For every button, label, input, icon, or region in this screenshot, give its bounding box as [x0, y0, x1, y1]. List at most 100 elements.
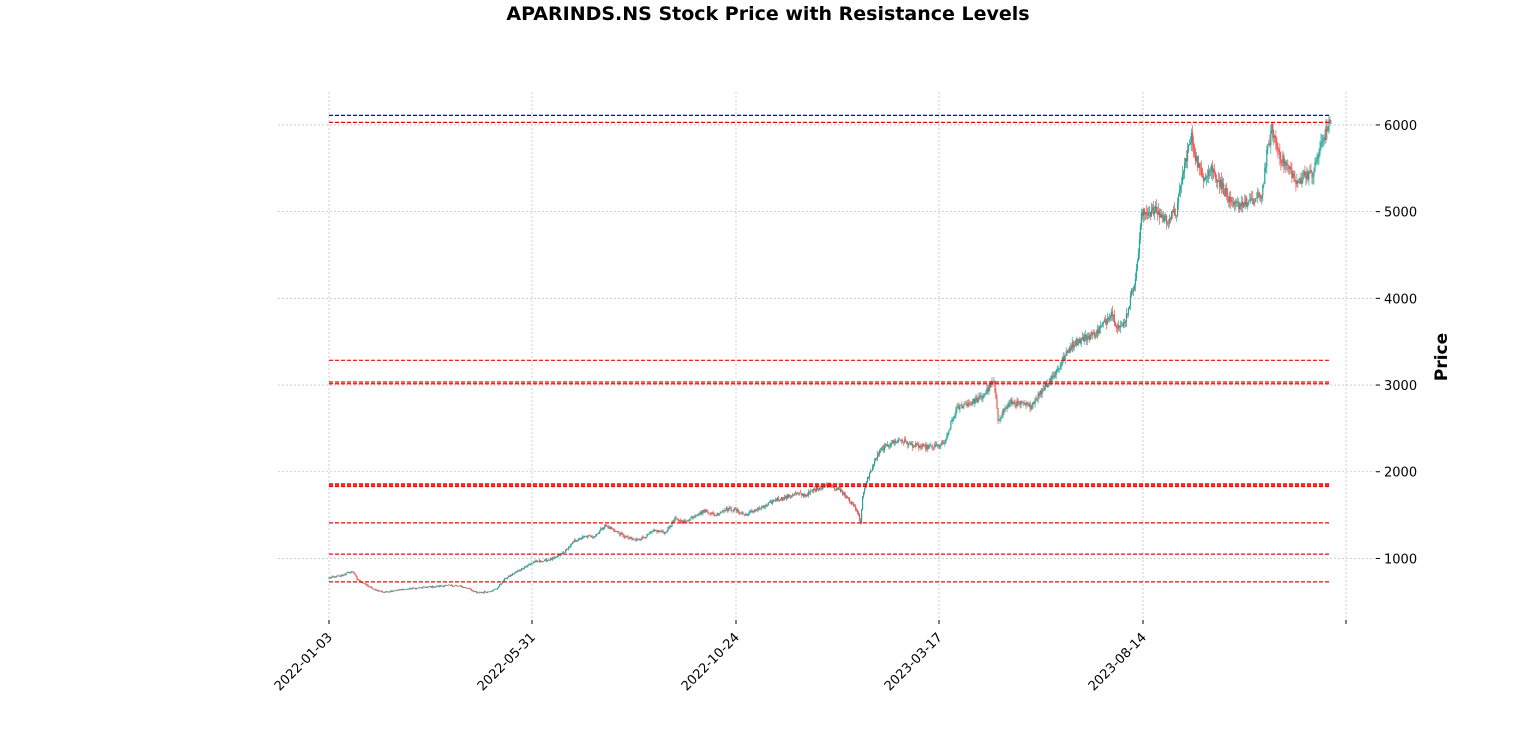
candle-body	[580, 538, 582, 540]
candle-body	[1027, 403, 1029, 405]
candle-body	[509, 575, 512, 577]
candle-body	[824, 484, 827, 486]
candle-body	[983, 395, 985, 397]
candle-body	[582, 536, 584, 539]
candle	[479, 591, 482, 594]
candle	[861, 495, 864, 511]
candle-body	[835, 489, 838, 491]
candle-body	[1303, 171, 1305, 178]
candle	[391, 589, 393, 593]
candle-body	[1219, 180, 1221, 188]
candle-body	[1287, 164, 1289, 166]
candle-body	[794, 493, 796, 494]
candle-body	[943, 442, 945, 444]
candle	[769, 499, 771, 503]
candle-body	[766, 504, 768, 506]
candle-body	[717, 512, 719, 515]
candle-body	[579, 538, 581, 539]
candle-body	[389, 591, 391, 593]
candle-body	[1012, 401, 1014, 405]
candle	[1201, 160, 1203, 177]
candle	[921, 443, 923, 451]
candle	[1195, 151, 1198, 164]
candle	[355, 574, 357, 577]
candle-body	[502, 580, 505, 582]
candle-body	[1288, 165, 1290, 169]
candle-body	[814, 489, 817, 491]
candle-body	[497, 586, 500, 589]
candle	[1163, 213, 1166, 224]
candle	[934, 441, 936, 450]
candle	[764, 504, 766, 510]
candle-body	[1114, 323, 1116, 326]
candle-body	[1066, 351, 1068, 353]
candle	[691, 515, 693, 520]
candle-body	[874, 459, 876, 465]
candle-body	[545, 559, 547, 560]
candle	[1164, 212, 1167, 222]
candle	[952, 417, 954, 425]
candle	[648, 532, 650, 535]
candle	[1175, 215, 1178, 222]
candle	[549, 559, 551, 561]
candle-body	[803, 494, 806, 497]
candle	[1217, 179, 1219, 190]
x-tick-label: 2022-01-03	[272, 630, 336, 694]
candle	[1258, 189, 1260, 199]
candle-body	[565, 549, 567, 553]
candle-body	[397, 589, 399, 591]
candle-body	[655, 530, 657, 531]
candle-body	[548, 560, 550, 561]
candle-body	[891, 443, 893, 445]
candle	[1032, 401, 1034, 409]
candle	[612, 527, 614, 530]
candle	[1183, 157, 1186, 179]
candle	[1021, 400, 1023, 404]
candle	[1147, 206, 1150, 219]
candle	[397, 588, 399, 591]
candle-body	[1193, 149, 1196, 156]
candle	[429, 585, 431, 588]
candle	[1307, 168, 1309, 181]
candle-body	[401, 589, 403, 590]
candle	[1277, 142, 1279, 159]
candle	[1182, 169, 1185, 180]
candle-body	[448, 584, 450, 586]
candle	[453, 585, 455, 587]
candle	[1142, 207, 1145, 223]
candle	[1271, 122, 1273, 135]
candle-body	[572, 542, 574, 544]
candle	[615, 530, 617, 533]
candle-body	[661, 530, 663, 532]
candle	[482, 591, 485, 594]
candle-body	[1290, 167, 1292, 170]
candle	[1281, 159, 1283, 167]
candle	[1262, 184, 1264, 202]
candle	[927, 444, 929, 453]
candle-body	[408, 588, 410, 590]
candle-body	[719, 512, 721, 514]
candle-body	[910, 442, 912, 445]
candle-body	[1194, 155, 1197, 161]
candle-body	[404, 589, 406, 590]
candle	[839, 487, 842, 493]
candle	[1003, 408, 1005, 416]
candle	[1084, 329, 1086, 342]
candle	[1274, 134, 1276, 144]
candle	[440, 584, 442, 587]
candle-body	[956, 407, 958, 411]
candle	[987, 385, 989, 394]
candle-body	[780, 497, 782, 500]
candle-body	[1008, 403, 1010, 407]
candle-body	[1323, 137, 1325, 139]
candle-body	[377, 590, 379, 592]
candle	[442, 585, 444, 588]
candle-body	[646, 534, 648, 538]
candle-body	[516, 571, 519, 572]
candle-body	[331, 576, 333, 578]
candle	[351, 571, 353, 574]
candle	[1282, 150, 1284, 168]
candle-body	[905, 439, 907, 442]
candle-body	[478, 592, 481, 594]
candle	[438, 584, 440, 588]
